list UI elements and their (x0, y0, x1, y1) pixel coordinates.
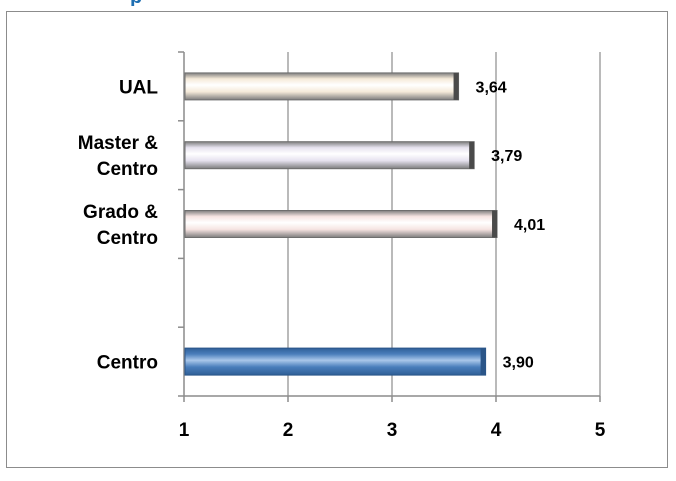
bars (184, 72, 498, 376)
bar (184, 72, 460, 101)
bar-end-cap (453, 72, 459, 100)
bar-end-cap (469, 141, 475, 169)
data-label: 3,90 (503, 355, 534, 372)
bar-end-cap (480, 348, 486, 376)
chart-title-text: p (130, 0, 142, 6)
x-tick-label: 4 (491, 420, 502, 441)
data-label: 3,64 (476, 79, 507, 96)
category-label: Centro (97, 353, 158, 374)
x-tick-label: 2 (283, 420, 294, 441)
x-tick-label: 5 (595, 420, 606, 441)
axes (178, 51, 601, 402)
category-label: UAL (119, 77, 158, 98)
bar (184, 210, 498, 238)
category-label: Master & Centro (78, 133, 159, 180)
bar (184, 141, 475, 170)
bar (184, 347, 487, 376)
data-label: 4,01 (514, 217, 545, 234)
x-tick-label: 1 (179, 420, 190, 441)
data-label: 3,79 (491, 148, 522, 165)
chart-title-fragment: p (130, 0, 152, 6)
x-tick-label: 3 (387, 420, 398, 441)
category-label: Grado & Centro (83, 202, 158, 249)
bar-end-cap (492, 210, 498, 238)
labels: 1 2 3 4 5 Centro 3,90 Grado & Centro 4,01 Master &… (78, 77, 606, 441)
